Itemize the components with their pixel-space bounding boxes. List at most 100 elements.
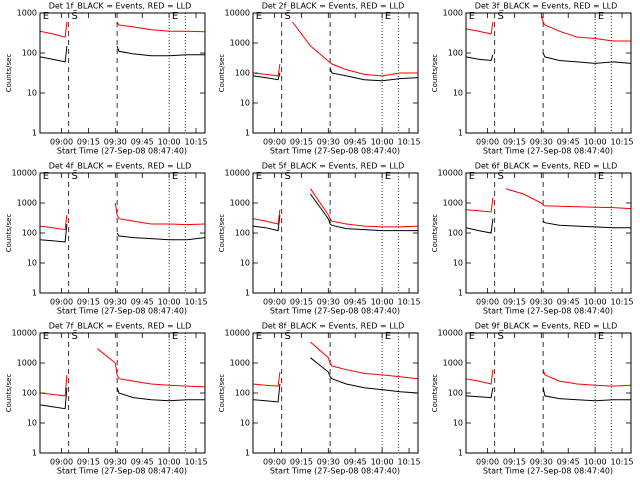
x-tick-label: 09:00 <box>476 138 499 147</box>
x-tick-label: 09:45 <box>344 458 367 467</box>
y-tick-label: 1000 <box>17 9 37 18</box>
y-tick-label: 1000 <box>443 9 463 18</box>
marker-label: S <box>284 171 290 182</box>
series-line <box>466 188 631 213</box>
panel: Det 3f_BLACK = Events, RED = LLD Counts/s… <box>431 2 634 156</box>
x-tick-label: 10:15 <box>185 298 208 307</box>
y-tick-label: 10000 <box>225 329 250 338</box>
marker-label: E <box>598 11 604 22</box>
marker-label: E <box>43 11 49 22</box>
x-tick-label: 09:30 <box>530 138 553 147</box>
y-tick-label: 1 <box>245 129 250 138</box>
panel: Det 2f_BLACK = Events, RED = LLD Counts/s… <box>218 2 421 156</box>
y-axis-label: Counts/sec <box>431 374 439 413</box>
marker-label: S <box>497 171 503 182</box>
marker-label: E <box>256 171 262 182</box>
y-tick-label: 100 <box>448 389 463 398</box>
x-tick-label: 09:15 <box>503 298 526 307</box>
x-tick-label: 09:30 <box>530 298 553 307</box>
marker-label: E <box>172 171 178 182</box>
x-tick-label: 10:00 <box>584 298 607 307</box>
marker-label: E <box>469 331 475 342</box>
x-tick-label: 09:45 <box>131 138 154 147</box>
y-tick-label: 10 <box>453 259 463 268</box>
panel-title: Det 2f_BLACK = Events, RED = LLD <box>262 2 405 11</box>
y-tick-label: 1 <box>458 129 463 138</box>
panel: Det 9f_BLACK = Events, RED = LLD Counts/s… <box>431 322 634 476</box>
y-tick-label: 10000 <box>12 329 37 338</box>
series-line <box>253 193 418 232</box>
series-line <box>40 387 205 410</box>
marker-label: S <box>71 11 77 22</box>
y-tick-label: 100 <box>22 49 37 58</box>
x-tick-label: 09:30 <box>104 458 127 467</box>
panel-title: Det 8f_BLACK = Events, RED = LLD <box>262 322 405 331</box>
y-tick-label: 1000 <box>443 359 463 368</box>
series-line <box>466 52 631 64</box>
marker-label: E <box>256 11 262 22</box>
x-tick-label: 10:00 <box>584 458 607 467</box>
panel-title: Det 9f_BLACK = Events, RED = LLD <box>475 322 618 331</box>
marker-label: E <box>172 11 178 22</box>
series-line <box>466 14 631 42</box>
x-axis-label: Start Time (27-Sep-08 08:47:40) <box>483 307 613 316</box>
x-tick-label: 09:00 <box>50 298 73 307</box>
x-axis-label: Start Time (27-Sep-08 08:47:40) <box>57 147 187 156</box>
y-tick-label: 10 <box>27 419 37 428</box>
x-tick-label: 09:30 <box>104 138 127 147</box>
series-line <box>40 21 205 38</box>
y-axis-label: Counts/sec <box>218 374 226 413</box>
series-line <box>40 45 205 63</box>
x-axis-label: Start Time (27-Sep-08 08:47:40) <box>270 147 400 156</box>
y-tick-label: 1 <box>245 449 250 458</box>
y-axis-label: Counts/sec <box>431 214 439 253</box>
plot-frame <box>252 12 419 134</box>
x-tick-label: 09:15 <box>290 138 313 147</box>
y-tick-label: 1 <box>32 449 37 458</box>
x-tick-label: 10:00 <box>371 298 394 307</box>
x-tick-label: 09:00 <box>476 298 499 307</box>
series-line <box>253 357 418 403</box>
x-tick-label: 09:30 <box>104 298 127 307</box>
x-tick-label: 10:00 <box>371 138 394 147</box>
y-tick-label: 1 <box>32 289 37 298</box>
x-axis-label: Start Time (27-Sep-08 08:47:40) <box>57 467 187 476</box>
y-tick-label: 10000 <box>225 169 250 178</box>
x-tick-label: 10:00 <box>371 458 394 467</box>
panel-title: Det 4f_BLACK = Events, RED = LLD <box>49 162 192 171</box>
marker-label: S <box>497 331 503 342</box>
marker-label: S <box>71 331 77 342</box>
plot-frame <box>39 172 206 294</box>
panel-title: Det 1f_BLACK = Events, RED = LLD <box>49 2 192 11</box>
x-tick-label: 10:00 <box>158 298 181 307</box>
x-tick-label: 09:30 <box>530 458 553 467</box>
y-axis-label: Counts/sec <box>431 54 439 93</box>
plot-frame <box>252 332 419 454</box>
x-tick-label: 09:45 <box>344 298 367 307</box>
x-tick-label: 09:45 <box>557 298 580 307</box>
marker-label: E <box>598 331 604 342</box>
marker-label: E <box>469 11 475 22</box>
y-tick-label: 1 <box>245 289 250 298</box>
x-tick-label: 10:15 <box>398 138 421 147</box>
y-tick-label: 1000 <box>443 199 463 208</box>
marker-label: E <box>469 171 475 182</box>
y-tick-label: 10 <box>240 99 250 108</box>
series-line <box>40 223 205 243</box>
y-tick-label: 1000 <box>230 359 250 368</box>
y-axis-label: Counts/sec <box>5 214 13 253</box>
x-tick-label: 10:15 <box>398 458 421 467</box>
y-tick-label: 1 <box>458 289 463 298</box>
panel: Det 5f_BLACK = Events, RED = LLD Counts/s… <box>218 162 421 316</box>
plot-frame <box>39 12 206 134</box>
y-tick-label: 100 <box>235 69 250 78</box>
plot-frame <box>465 12 632 134</box>
series-line <box>253 21 418 77</box>
x-tick-label: 09:00 <box>50 458 73 467</box>
x-tick-label: 09:00 <box>263 298 286 307</box>
series-line <box>466 387 631 402</box>
marker-label: S <box>497 11 503 22</box>
y-tick-label: 100 <box>448 49 463 58</box>
x-tick-label: 09:30 <box>317 298 340 307</box>
y-axis-label: Counts/sec <box>218 54 226 93</box>
